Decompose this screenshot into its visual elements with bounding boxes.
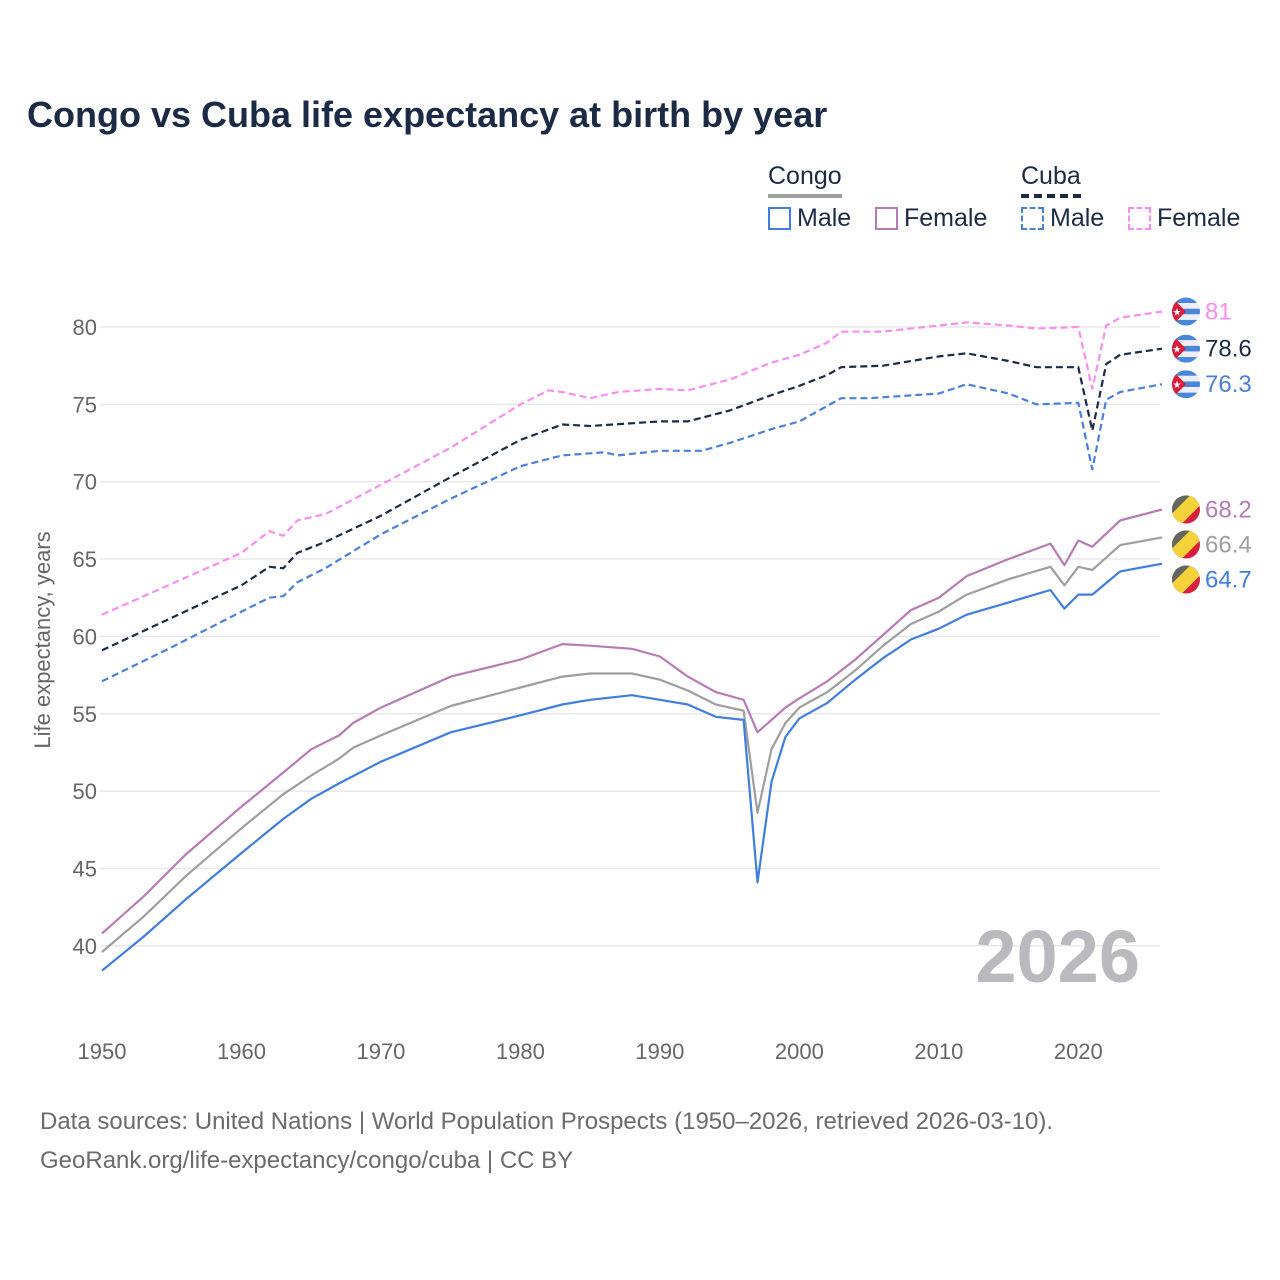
series-line-cuba-total xyxy=(101,347,1163,652)
series-line-congo-male xyxy=(101,562,1163,972)
legend-swatch xyxy=(1128,207,1151,230)
end-labels: ★ 81 ★ 78.6 ★ 76.3 68.2 66.4 64.7 xyxy=(1172,297,1252,594)
flag-yellow-band xyxy=(1172,565,1200,594)
flag-stripe xyxy=(1172,392,1200,399)
flag-stripe xyxy=(1172,370,1200,376)
series-line-cuba-male xyxy=(101,383,1163,683)
end-label-congo-total: 66.4 xyxy=(1172,530,1252,559)
flag-star: ★ xyxy=(1173,380,1182,391)
flag-stripe xyxy=(1172,303,1200,309)
flag-stripe xyxy=(1172,351,1200,358)
flag-stripe xyxy=(1172,340,1200,346)
flag-stripe xyxy=(1172,387,1200,393)
series-line-cuba-female xyxy=(101,310,1163,616)
x-tick-label: 2000 xyxy=(775,1039,824,1064)
year-watermark: 2026 xyxy=(975,915,1140,998)
flag-yellow-band xyxy=(1172,495,1200,524)
series-line-congo-female xyxy=(101,508,1163,935)
end-label-cuba-male: ★ 76.3 xyxy=(1172,370,1252,399)
legend-label: Female xyxy=(1157,204,1241,232)
legend-swatch xyxy=(1021,207,1044,230)
x-tick-label: 1960 xyxy=(217,1039,266,1064)
cuba-flag-icon: ★ xyxy=(1172,334,1200,363)
end-label-cuba-female: ★ 81 xyxy=(1172,297,1232,326)
y-tick-label: 75 xyxy=(73,392,97,417)
y-tick-label: 65 xyxy=(73,547,97,572)
legend-item-congo-male[interactable]: Male xyxy=(768,204,851,233)
flag-triangle xyxy=(1172,297,1186,326)
x-tick-label: 1990 xyxy=(635,1039,684,1064)
flag-triangle xyxy=(1172,334,1186,363)
flag-stripe xyxy=(1172,314,1200,320)
y-tick-label: 80 xyxy=(73,315,97,340)
flag-triangle xyxy=(1172,370,1186,399)
flag-stripe xyxy=(1172,334,1200,341)
end-value-label: 76.3 xyxy=(1205,371,1252,398)
series-line-congo-total xyxy=(101,536,1163,953)
y-axis-label: Life expectancy, years xyxy=(30,531,55,748)
y-tick-label: 55 xyxy=(73,702,97,727)
congo-flag-icon xyxy=(1172,495,1200,524)
footer-sources: Data sources: United Nations | World Pop… xyxy=(40,1108,1054,1135)
y-tick-label: 50 xyxy=(73,779,97,804)
congo-flag-icon xyxy=(1172,565,1200,594)
cuba-flag-icon: ★ xyxy=(1172,297,1200,326)
end-value-label: 68.2 xyxy=(1205,497,1252,524)
flag-stripe xyxy=(1172,297,1200,304)
flag-star: ★ xyxy=(1173,345,1182,356)
end-label-cuba-total: ★ 78.6 xyxy=(1172,334,1252,363)
y-tick-label: 45 xyxy=(73,856,97,881)
end-label-congo-male: 64.7 xyxy=(1172,565,1252,594)
y-tick-label: 60 xyxy=(73,624,97,649)
x-tick-label: 1970 xyxy=(356,1039,405,1064)
flag-star: ★ xyxy=(1173,308,1182,319)
footer-link[interactable]: GeoRank.org/life-expectancy/congo/cuba |… xyxy=(40,1147,574,1174)
flag-stripe xyxy=(1172,357,1200,363)
flag-yellow-band xyxy=(1172,530,1200,559)
cuba-flag-icon: ★ xyxy=(1172,370,1200,399)
end-value-label: 81 xyxy=(1205,299,1232,326)
legend-group-congo: Congo Male Female xyxy=(768,162,987,232)
legend-swatch xyxy=(768,207,791,230)
end-label-congo-female: 68.2 xyxy=(1172,495,1252,524)
end-value-label: 66.4 xyxy=(1205,532,1252,559)
legend-label: Male xyxy=(797,204,852,232)
legend-group-cuba: Cuba Male Female xyxy=(1021,162,1240,232)
legend-label: Female xyxy=(904,204,988,232)
legend-group-title: Congo xyxy=(768,162,842,198)
x-tick-label: 2010 xyxy=(914,1039,963,1064)
legend-item-cuba-female[interactable]: Female xyxy=(1128,204,1240,233)
end-value-label: 78.6 xyxy=(1205,336,1252,363)
legend-group-title: Cuba xyxy=(1021,162,1081,198)
legend-swatch xyxy=(875,207,898,230)
flag-stripe xyxy=(1172,375,1200,382)
y-tick-label: 40 xyxy=(73,934,97,959)
chart-title: Congo vs Cuba life expectancy at birth b… xyxy=(27,94,828,135)
congo-flag-icon xyxy=(1172,530,1200,559)
end-value-label: 64.7 xyxy=(1205,567,1252,594)
legend-item-cuba-male[interactable]: Male xyxy=(1021,204,1104,233)
x-tick-label: 1980 xyxy=(496,1039,545,1064)
legend-item-congo-female[interactable]: Female xyxy=(875,204,987,233)
x-tick-label: 1950 xyxy=(78,1039,127,1064)
flag-stripe xyxy=(1172,319,1200,326)
x-tick-label: 2020 xyxy=(1054,1039,1103,1064)
legend-label: Male xyxy=(1050,204,1105,232)
grid: 40 45 50 55 60 65 70 75 80 1950 1960 1970 1980 1990 20… xyxy=(73,315,1160,1064)
y-tick-label: 70 xyxy=(73,470,97,495)
series-lines xyxy=(101,310,1163,972)
